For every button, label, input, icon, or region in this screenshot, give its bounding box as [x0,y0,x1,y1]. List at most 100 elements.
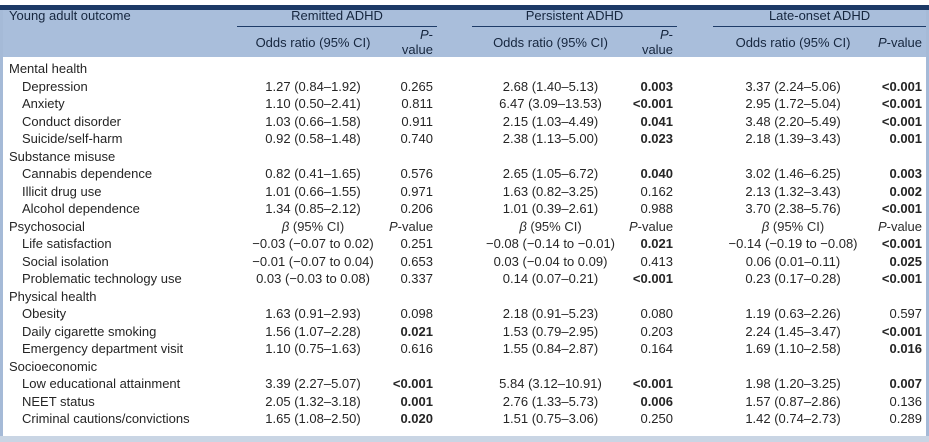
estimate-cell: −0.14 (−0.19 to −0.08) [728,236,858,252]
row-label: Daily cigarette smoking [22,323,157,339]
estimate-cell: 1.65 (1.08–2.50) [265,411,361,427]
beta-header: β (95% CI) [519,218,582,234]
gap-cell [437,305,472,323]
p-value-header: P-value [877,218,923,234]
estimate-cell: 1.57 (0.87–2.86) [745,393,841,409]
gap-cell [437,323,472,341]
outcome-row: Problematic technology use 0.03 (−0.03 to… [3,270,926,288]
p-value-cell: 0.251 [400,236,433,252]
section-label: Physical health [9,288,97,304]
estimate-cell: 1.27 (0.84–1.92) [265,78,361,94]
p-value-cell: 0.021 [400,323,433,339]
gap-cell [677,148,713,166]
empty-cell [713,358,873,376]
empty-cell [389,148,437,166]
gap-cell [437,113,472,131]
gap-cell [437,78,472,96]
section-row: Substance misuse [3,148,926,166]
estimate-cell: 1.51 (0.75–3.06) [502,411,599,427]
estimate-cell: 1.53 (0.79–2.95) [502,323,599,339]
estimate-cell: 0.92 (0.58–1.48) [265,131,361,147]
outcome-row: Low educational attainment 3.39 (2.27–5.0… [3,375,926,393]
estimate-cell: 0.03 (−0.04 to 0.09) [493,253,608,269]
section-label: Substance misuse [9,148,116,164]
empty-cell [389,288,437,306]
estimate-cell: 0.82 (0.41–1.65) [265,166,361,182]
empty-cell [472,288,629,306]
gap-cell [677,130,713,148]
estimate-cell: 5.84 (3.12–10.91) [499,376,602,392]
empty-cell [629,148,677,166]
journal-outcomes-table: Young adult outcome Remitted ADHD Persis… [0,5,929,442]
empty-cell [629,358,677,376]
empty-cell [472,57,629,78]
p-value-cell: 0.006 [640,393,674,409]
table-header: Young adult outcome Remitted ADHD Persis… [3,5,927,57]
estimate-cell: 2.05 (1.32–3.18) [265,393,361,409]
gap-cell [677,165,713,183]
estimate-cell: 1.69 (1.10–2.58) [745,341,841,357]
p-value-cell: <0.001 [881,96,923,112]
group-header-persistent: Persistent ADHD [472,5,678,27]
estimate-cell: 1.10 (0.75–1.63) [265,341,361,357]
row-label: Low educational attainment [22,376,181,392]
row-label: Cannabis dependence [22,166,153,182]
empty-cell [472,148,629,166]
row-label: Illicit drug use [22,183,102,199]
sub-header-row: Odds ratio (95% CI) P-value Odds ratio (… [3,26,927,57]
estimate-cell: 1.10 (0.50–2.41) [265,96,361,112]
outcomes-table: Young adult outcome Remitted ADHD Persis… [3,5,927,428]
gap-cell [677,253,713,271]
p-value-header: P-value [389,218,434,234]
gap-cell [677,323,713,341]
gap-cell [437,200,472,218]
gap-cell [437,393,472,411]
estimate-cell: 1.63 (0.82–3.25) [502,183,599,199]
row-label: Conduct disorder [22,113,121,129]
empty-cell [873,358,926,376]
p-value-header: P-value [629,218,674,234]
outcome-row: Depression 1.27 (0.84–1.92) 0.265 2.68 (1.4… [3,78,926,96]
p-value-cell: <0.001 [632,96,674,112]
outcome-row: Conduct disorder 1.03 (0.66–1.58) 0.911 2.1… [3,113,926,131]
empty-cell [629,57,677,78]
estimate-cell: −0.08 (−0.14 to −0.01) [485,236,616,252]
row-label: Emergency department visit [22,341,184,357]
estimate-cell: 1.34 (0.85–2.12) [265,201,361,217]
empty-cell [237,358,389,376]
row-label: Anxiety [22,96,65,112]
p-value-cell: 0.653 [400,253,433,269]
empty-cell [389,358,437,376]
column-header-outcome: Young adult outcome [3,5,237,27]
outcome-row: Obesity 1.63 (0.91–2.93) 0.098 2.18 (0.91–5… [3,305,926,323]
p-value-cell: <0.001 [632,376,674,392]
empty-cell [713,57,873,78]
estimate-cell: 2.18 (0.91–5.23) [502,306,599,322]
empty-cell [237,57,389,78]
gap-cell [437,340,472,358]
gap-cell [677,270,713,288]
table-top-rule [0,5,929,10]
outcome-row: Cannabis dependence 0.82 (0.41–1.65) 0.576… [3,165,926,183]
estimate-cell: 3.48 (2.20–5.49) [745,113,841,129]
table-left-rule [0,10,3,442]
estimate-cell: 3.02 (1.46–6.25) [745,166,841,182]
estimate-cell: 0.23 (0.17–0.28) [745,271,841,287]
outcome-row: Illicit drug use 1.01 (0.66–1.55) 0.971 1.6… [3,183,926,201]
p-value-cell: 0.971 [400,183,433,199]
gap-cell [437,235,472,253]
estimate-cell: 2.24 (1.45–3.47) [745,323,841,339]
gap-cell [437,57,472,78]
empty-cell [713,148,873,166]
header-gap [3,26,237,57]
gap-cell [677,113,713,131]
header-gap [437,5,472,27]
outcome-row: Anxiety 1.10 (0.50–2.41) 0.811 6.47 (3.09–1… [3,95,926,113]
p-value-cell: 0.041 [640,113,674,129]
estimate-cell: 2.38 (1.13–5.00) [502,131,599,147]
outcome-row: Alcohol dependence 1.34 (0.85–2.12) 0.206 1… [3,200,926,218]
p-value-cell: 0.250 [640,411,674,427]
header-gap [437,26,472,57]
p-value-cell: 0.020 [400,411,433,427]
p-value-cell: 0.021 [640,236,674,252]
